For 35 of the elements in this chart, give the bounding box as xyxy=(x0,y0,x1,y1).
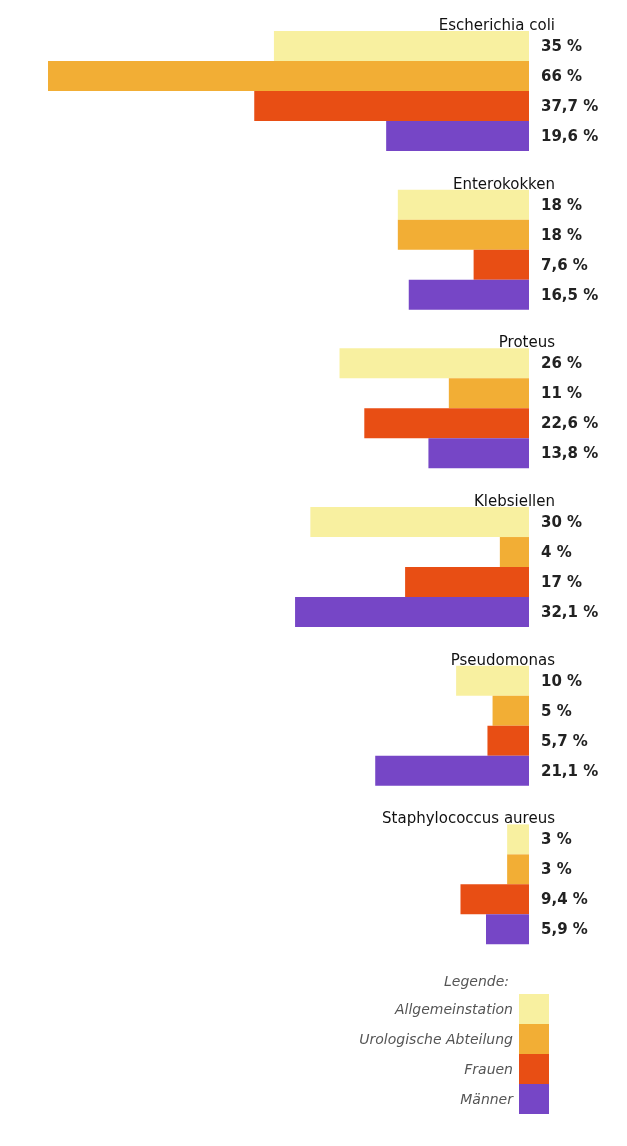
data-label: 5 % xyxy=(541,701,572,720)
data-label: 10 % xyxy=(541,671,583,690)
y-tick-label: Klebsiellen xyxy=(473,492,555,510)
data-label: 37,7 % xyxy=(541,97,599,116)
data-label: 19,6 % xyxy=(541,127,599,146)
legend-label: Männer xyxy=(460,1091,513,1107)
data-label: 7,6 % xyxy=(541,255,588,274)
legend-title: Legende: xyxy=(443,972,509,991)
y-tick-label: Enterokokken xyxy=(452,174,555,193)
data-label: 66 % xyxy=(541,67,583,86)
data-label: 32,1 % xyxy=(541,603,599,622)
data-label: 3 % xyxy=(541,830,572,849)
data-label: 17 % xyxy=(541,573,583,592)
y-tick-label: Pseudomonas xyxy=(450,650,556,669)
data-label: 18 % xyxy=(541,195,583,214)
data-label: 18 % xyxy=(541,225,583,244)
data-label: 9,4 % xyxy=(541,890,588,909)
data-label: 30 % xyxy=(541,513,583,532)
legend-label: Frauen xyxy=(464,1061,513,1077)
data-label: 13,8 % xyxy=(541,444,599,463)
data-label: 5,7 % xyxy=(541,731,588,750)
data-label: 3 % xyxy=(541,860,572,879)
data-label: 21,1 % xyxy=(541,761,599,780)
data-label: 22,6 % xyxy=(541,414,599,433)
data-label: 35 % xyxy=(541,37,583,56)
legend-label: Allgemeinstation xyxy=(394,1001,513,1017)
y-tick-label: Escherichia coli xyxy=(438,16,555,34)
data-label: 11 % xyxy=(541,384,583,403)
y-tick-label: Staphylococcus aureus xyxy=(382,809,556,828)
data-label: 5,9 % xyxy=(541,920,588,939)
data-label: 4 % xyxy=(541,543,572,562)
data-label: 16,5 % xyxy=(541,285,599,304)
legend-label: Urologische Abteilung xyxy=(359,1031,513,1047)
data-label: 26 % xyxy=(541,354,583,373)
y-tick-label: Proteus xyxy=(498,333,556,352)
